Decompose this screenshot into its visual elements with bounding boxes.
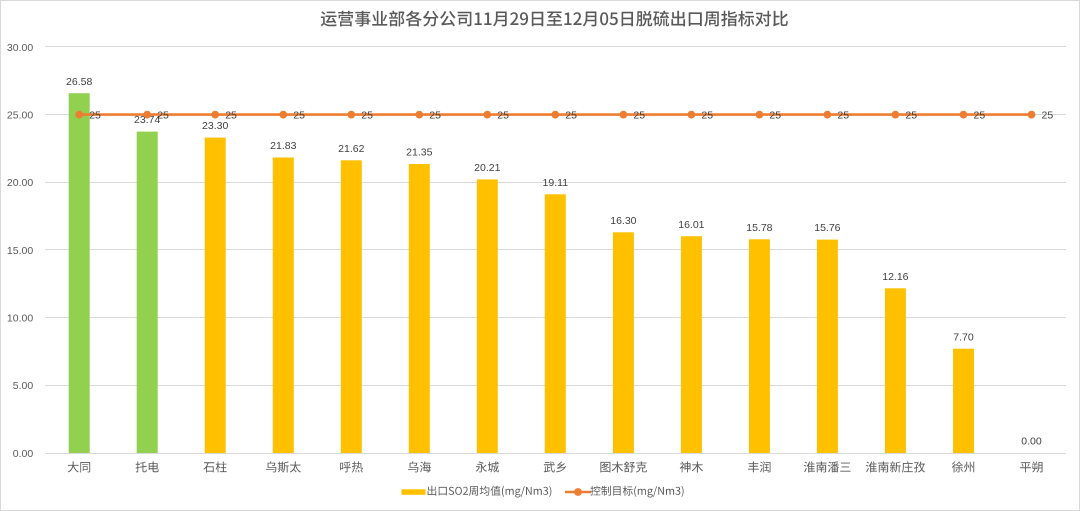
svg-text:7.70: 7.70 [953,331,974,343]
svg-text:20.00: 20.00 [7,177,33,189]
svg-text:25: 25 [633,110,645,122]
svg-text:15.76: 15.76 [814,222,840,234]
svg-text:25: 25 [905,110,917,122]
svg-text:23.74: 23.74 [134,114,160,126]
svg-text:15.00: 15.00 [7,245,33,257]
svg-text:5.00: 5.00 [13,380,34,392]
svg-text:26.58: 26.58 [66,76,92,88]
svg-text:25: 25 [837,110,849,122]
svg-text:21.83: 21.83 [270,140,296,152]
svg-text:25: 25 [701,110,713,122]
svg-text:0.00: 0.00 [13,448,34,460]
svg-text:19.11: 19.11 [543,177,569,189]
svg-text:15.78: 15.78 [746,222,772,234]
svg-text:10.00: 10.00 [7,313,33,325]
svg-text:25: 25 [361,110,373,122]
svg-text:25: 25 [497,110,509,122]
svg-text:21.62: 21.62 [338,143,364,155]
svg-text:25: 25 [157,110,169,122]
svg-text:25: 25 [429,110,441,122]
svg-text:23.30: 23.30 [202,120,228,132]
svg-text:25: 25 [89,110,101,122]
svg-text:12.16: 12.16 [882,271,908,283]
svg-text:25: 25 [225,110,237,122]
svg-text:16.30: 16.30 [610,215,636,227]
svg-text:25.00: 25.00 [7,110,33,122]
svg-text:25: 25 [974,110,986,122]
svg-text:25: 25 [565,110,577,122]
svg-text:25: 25 [1042,110,1054,122]
svg-text:25: 25 [293,110,305,122]
svg-text:30.00: 30.00 [7,42,33,54]
svg-text:20.21: 20.21 [474,162,500,174]
svg-text:21.35: 21.35 [406,147,432,159]
svg-text:0.00: 0.00 [1021,436,1042,448]
svg-text:25: 25 [769,110,781,122]
svg-text:16.01: 16.01 [678,219,704,231]
